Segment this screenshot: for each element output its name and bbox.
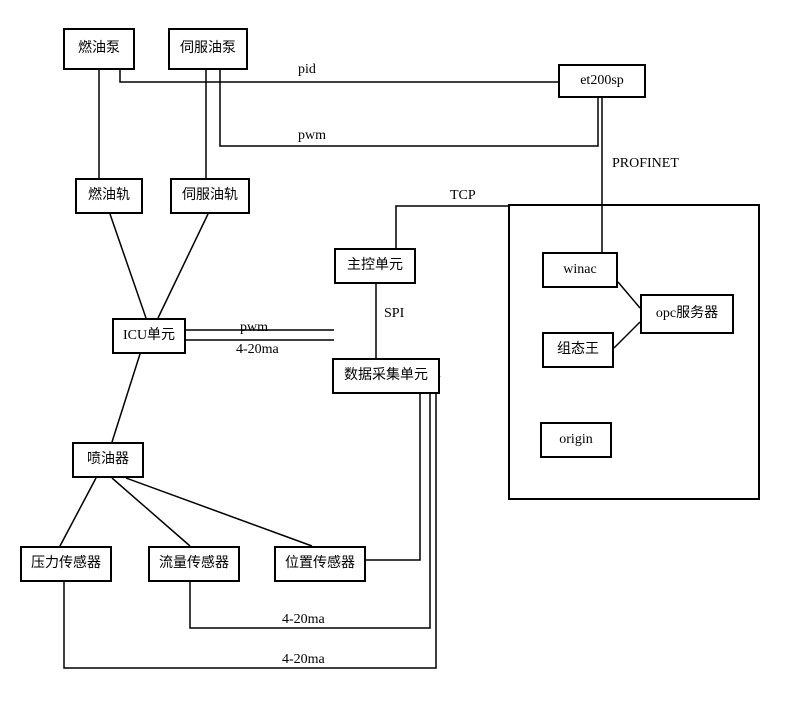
label: 燃油泵 — [78, 41, 120, 56]
edge-injector-to-pressure — [60, 478, 96, 546]
node-injector: 喷油器 — [72, 442, 144, 478]
node-winac: winac — [542, 252, 618, 288]
edge-position-to-data_acq — [360, 376, 440, 560]
edge-injector-to-flow — [112, 478, 190, 546]
label: 数据采集单元 — [344, 368, 428, 383]
label: 组态王 — [557, 342, 599, 357]
text: PROFINET — [612, 156, 679, 171]
edge-injector-to-position — [126, 478, 312, 546]
label: ICU单元 — [123, 328, 175, 343]
label: 燃油轨 — [88, 188, 130, 203]
node-opc-server: opc服务器 — [640, 294, 734, 334]
text: TCP — [450, 188, 476, 203]
label-pwm-top: pwm — [298, 128, 326, 144]
label-420-icu: 4-20ma — [236, 342, 279, 358]
edge-flow-to-data_acq-4-20a — [190, 394, 430, 628]
label-spi: SPI — [384, 306, 404, 322]
label-pid: pid — [298, 62, 316, 78]
text: SPI — [384, 306, 404, 321]
label-profinet: PROFINET — [612, 156, 679, 172]
diagram-canvas: 燃油泵 伺服油泵 et200sp 燃油轨 伺服油轨 主控单元 winac opc… — [0, 0, 786, 715]
edge-fuel_pump-to-et200sp-pid — [120, 70, 558, 82]
edge-pressure-to-data_acq-4-20b — [64, 394, 436, 668]
label: origin — [559, 432, 592, 447]
text: pid — [298, 62, 316, 77]
node-servo-pump: 伺服油泵 — [168, 28, 248, 70]
label-420-a: 4-20ma — [282, 612, 325, 628]
label-pwm-icu: pwm — [240, 320, 268, 336]
node-et200sp: et200sp — [558, 64, 646, 98]
label: 位置传感器 — [285, 556, 355, 571]
node-servo-rail: 伺服油轨 — [170, 178, 250, 214]
node-icu-unit: ICU单元 — [112, 318, 186, 354]
text: 4-20ma — [236, 342, 279, 357]
edge-main_ctrl-to-tcp-up — [396, 206, 508, 248]
node-flow-sensor: 流量传感器 — [148, 546, 240, 582]
text: pwm — [240, 320, 268, 335]
node-fuel-rail: 燃油轨 — [75, 178, 143, 214]
label: 流量传感器 — [159, 556, 229, 571]
label-tcp: TCP — [450, 188, 476, 204]
label: 主控单元 — [347, 258, 403, 273]
edge-icu-to-injector — [112, 354, 140, 442]
edge-servo_rail-to-icu — [158, 214, 208, 318]
label: 伺服油泵 — [180, 41, 236, 56]
node-data-acq: 数据采集单元 — [332, 358, 440, 394]
label: 压力传感器 — [31, 556, 101, 571]
edge-fuel_rail-to-icu — [110, 214, 146, 318]
node-main-ctrl: 主控单元 — [334, 248, 416, 284]
text: 4-20ma — [282, 612, 325, 627]
label: winac — [563, 262, 596, 277]
node-position-sensor: 位置传感器 — [274, 546, 366, 582]
label: opc服务器 — [656, 306, 718, 321]
node-kingview: 组态王 — [542, 332, 614, 368]
node-origin: origin — [540, 422, 612, 458]
label: 伺服油轨 — [182, 188, 238, 203]
node-fuel-pump: 燃油泵 — [63, 28, 135, 70]
label-420-b: 4-20ma — [282, 652, 325, 668]
text: pwm — [298, 128, 326, 143]
label: et200sp — [580, 73, 624, 88]
text: 4-20ma — [282, 652, 325, 667]
label: 喷油器 — [87, 452, 129, 467]
node-pressure-sensor: 压力传感器 — [20, 546, 112, 582]
